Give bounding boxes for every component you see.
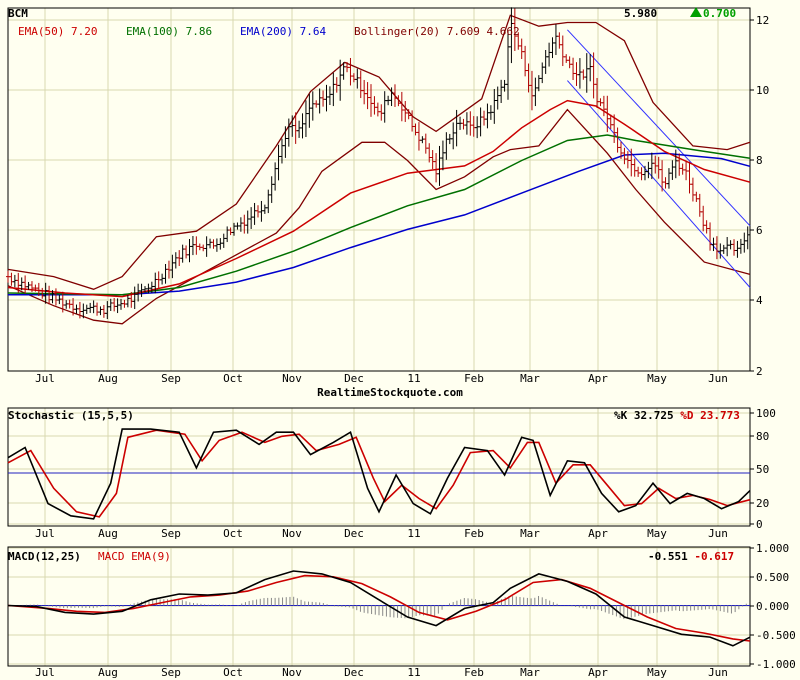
panel-background (8, 408, 750, 526)
macd-readout: -0.551 -0.617 (648, 550, 734, 563)
x-tick-label: Jul (35, 527, 55, 540)
x-tick-label: Dec (344, 372, 364, 385)
ema50-line (7, 99, 751, 298)
x-tick-label: Dec (344, 666, 364, 679)
legend-ema100: EMA(100) 7.86 (126, 25, 212, 38)
y-tick-label: 0.500 (756, 571, 789, 584)
legend-bollinger: Bollinger(20) 7.609 4.662 (354, 25, 520, 38)
x-tick-label: May (647, 372, 667, 385)
x-tick-label: Apr (588, 372, 608, 385)
x-tick-label: Jun (708, 666, 728, 679)
x-tick-label: Mar (520, 372, 540, 385)
x-tick-label: Oct (223, 527, 243, 540)
macd-line (7, 570, 751, 647)
x-tick-label: Jul (35, 372, 55, 385)
panel-frame (7, 7, 751, 372)
y-tick-label: 20 (756, 497, 769, 510)
legend-ema200: EMA(200) 7.64 (240, 25, 326, 38)
last-price: 5.980 (624, 7, 657, 20)
stochastic-readout: %K 32.725 %D 23.773 (614, 409, 740, 422)
x-tick-label: Feb (464, 372, 484, 385)
x-tick-label: Apr (588, 666, 608, 679)
y-tick-label: 12 (756, 14, 769, 27)
y-tick-label: 10 (756, 84, 769, 97)
stochastic-title: Stochastic (15,5,5) (8, 409, 134, 422)
y-tick-label: 8 (756, 154, 763, 167)
x-tick-label: Nov (282, 372, 302, 385)
panel-frame (7, 546, 751, 667)
x-tick-label: Mar (520, 527, 540, 540)
price-change: 0.700 (703, 7, 736, 20)
y-tick-label: 0 (756, 518, 763, 531)
x-tick-label: Feb (464, 527, 484, 540)
y-tick-label: -0.500 (756, 629, 796, 642)
x-tick-label: Jul (35, 666, 55, 679)
macd-signal-line (7, 574, 751, 642)
x-tick-label: Mar (520, 666, 540, 679)
x-tick-label: Sep (161, 372, 181, 385)
x-tick-label: May (647, 527, 667, 540)
x-tick-label: May (647, 666, 667, 679)
x-tick-label: Dec (344, 527, 364, 540)
x-tick-label: Nov (282, 666, 302, 679)
x-tick-label: Oct (223, 372, 243, 385)
y-tick-label: 6 (756, 224, 763, 237)
x-tick-label: Sep (161, 666, 181, 679)
x-tick-label: Oct (223, 666, 243, 679)
watermark-text: RealtimeStockquote.com (317, 386, 463, 399)
x-tick-label: Aug (98, 372, 118, 385)
x-tick-label: 11 (407, 527, 420, 540)
x-tick-label: Apr (588, 527, 608, 540)
x-tick-label: Jun (708, 372, 728, 385)
trend-channel-line (567, 80, 751, 288)
y-tick-label: 80 (756, 430, 769, 443)
x-tick-label: Aug (98, 527, 118, 540)
y-tick-label: 4 (756, 294, 763, 307)
y-tick-label: 100 (756, 407, 776, 420)
ema200-line (8, 152, 751, 296)
x-tick-label: Feb (464, 666, 484, 679)
trend-channel-line (567, 29, 751, 227)
x-tick-label: 11 (407, 666, 420, 679)
y-tick-label: -1.000 (756, 658, 796, 671)
x-tick-label: Nov (282, 527, 302, 540)
legend-ema50: EMA(50) 7.20 (18, 25, 97, 38)
up-triangle-icon (690, 7, 702, 17)
x-tick-label: Aug (98, 666, 118, 679)
bollinger-upper-line (7, 14, 751, 290)
ticker-title: BCM (8, 7, 28, 20)
y-tick-label: 0.000 (756, 600, 789, 613)
x-tick-label: Jun (708, 527, 728, 540)
x-tick-label: Sep (161, 527, 181, 540)
y-tick-label: 1.000 (756, 542, 789, 555)
ema100-line (7, 134, 751, 296)
x-tick-label: 11 (407, 372, 420, 385)
stochastic-k-line (7, 428, 751, 520)
macd-title: MACD(12,25) (8, 550, 81, 563)
panel-background (8, 8, 750, 371)
y-tick-label: 50 (756, 463, 769, 476)
y-tick-label: 2 (756, 365, 763, 378)
macd-ema-legend: MACD EMA(9) (98, 550, 171, 563)
panel-frame (7, 407, 751, 527)
